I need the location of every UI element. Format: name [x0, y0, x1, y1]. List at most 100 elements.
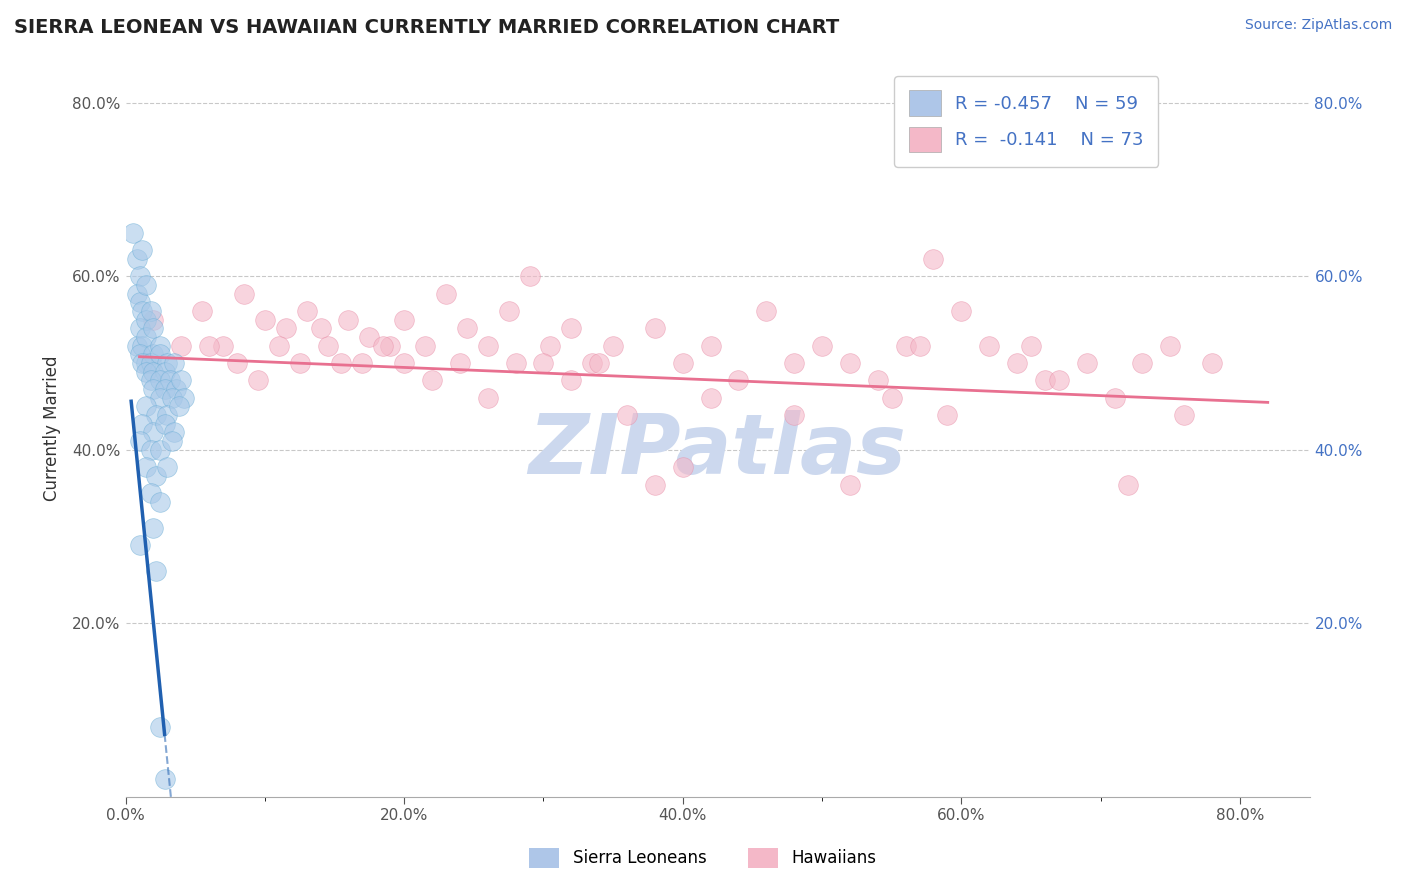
Point — [288, 356, 311, 370]
Point — [153, 417, 176, 431]
Point — [1132, 356, 1154, 370]
Point — [156, 356, 179, 370]
Point — [1047, 374, 1070, 388]
Point — [160, 434, 183, 449]
Point — [699, 339, 721, 353]
Point — [142, 425, 165, 440]
Point — [588, 356, 610, 370]
Point — [1118, 477, 1140, 491]
Point — [316, 339, 339, 353]
Point — [330, 356, 353, 370]
Point — [139, 356, 162, 370]
Point — [135, 400, 157, 414]
Text: ZIPatlas: ZIPatlas — [529, 409, 907, 491]
Point — [153, 382, 176, 396]
Point — [519, 269, 541, 284]
Point — [163, 356, 186, 370]
Point — [121, 226, 143, 240]
Point — [212, 339, 235, 353]
Point — [167, 400, 190, 414]
Point — [173, 391, 195, 405]
Point — [533, 356, 555, 370]
Point — [145, 408, 167, 422]
Point — [135, 312, 157, 326]
Point — [125, 286, 148, 301]
Point — [783, 408, 806, 422]
Point — [142, 365, 165, 379]
Point — [644, 477, 666, 491]
Point — [145, 468, 167, 483]
Point — [198, 339, 221, 353]
Point — [233, 286, 256, 301]
Point — [380, 339, 402, 353]
Point — [838, 477, 860, 491]
Point — [373, 339, 395, 353]
Point — [838, 356, 860, 370]
Point — [560, 374, 582, 388]
Point — [139, 304, 162, 318]
Point — [135, 278, 157, 293]
Point — [135, 356, 157, 370]
Point — [149, 339, 172, 353]
Point — [672, 356, 695, 370]
Legend: R = -0.457    N = 59, R =  -0.141    N = 73: R = -0.457 N = 59, R = -0.141 N = 73 — [894, 76, 1159, 167]
Point — [125, 252, 148, 266]
Point — [142, 312, 165, 326]
Point — [153, 365, 176, 379]
Point — [163, 425, 186, 440]
Point — [131, 304, 153, 318]
Point — [359, 330, 381, 344]
Point — [226, 356, 249, 370]
Point — [979, 339, 1001, 353]
Point — [191, 304, 214, 318]
Point — [352, 356, 374, 370]
Point — [159, 374, 181, 388]
Point — [128, 347, 150, 361]
Point — [274, 321, 297, 335]
Point — [449, 356, 471, 370]
Point — [477, 391, 499, 405]
Point — [128, 538, 150, 552]
Point — [149, 442, 172, 457]
Point — [1173, 408, 1195, 422]
Point — [1076, 356, 1098, 370]
Point — [170, 374, 193, 388]
Point — [644, 321, 666, 335]
Point — [295, 304, 318, 318]
Point — [139, 486, 162, 500]
Point — [413, 339, 436, 353]
Point — [727, 374, 749, 388]
Point — [128, 434, 150, 449]
Point — [142, 521, 165, 535]
Point — [602, 339, 624, 353]
Point — [1201, 356, 1223, 370]
Point — [142, 382, 165, 396]
Point — [160, 391, 183, 405]
Point — [253, 312, 276, 326]
Point — [866, 374, 889, 388]
Point — [145, 564, 167, 578]
Point — [128, 321, 150, 335]
Point — [1005, 356, 1028, 370]
Point — [880, 391, 903, 405]
Point — [616, 408, 638, 422]
Point — [672, 460, 695, 475]
Y-axis label: Currently Married: Currently Married — [44, 355, 60, 501]
Point — [1104, 391, 1126, 405]
Point — [337, 312, 360, 326]
Point — [392, 312, 415, 326]
Point — [456, 321, 478, 335]
Legend: Sierra Leoneans, Hawaiians: Sierra Leoneans, Hawaiians — [523, 841, 883, 875]
Point — [936, 408, 959, 422]
Point — [811, 339, 834, 353]
Point — [131, 339, 153, 353]
Point — [755, 304, 778, 318]
Point — [434, 286, 457, 301]
Point — [783, 356, 806, 370]
Point — [135, 365, 157, 379]
Point — [156, 408, 179, 422]
Point — [142, 321, 165, 335]
Text: Source: ZipAtlas.com: Source: ZipAtlas.com — [1244, 18, 1392, 32]
Point — [128, 295, 150, 310]
Point — [908, 339, 931, 353]
